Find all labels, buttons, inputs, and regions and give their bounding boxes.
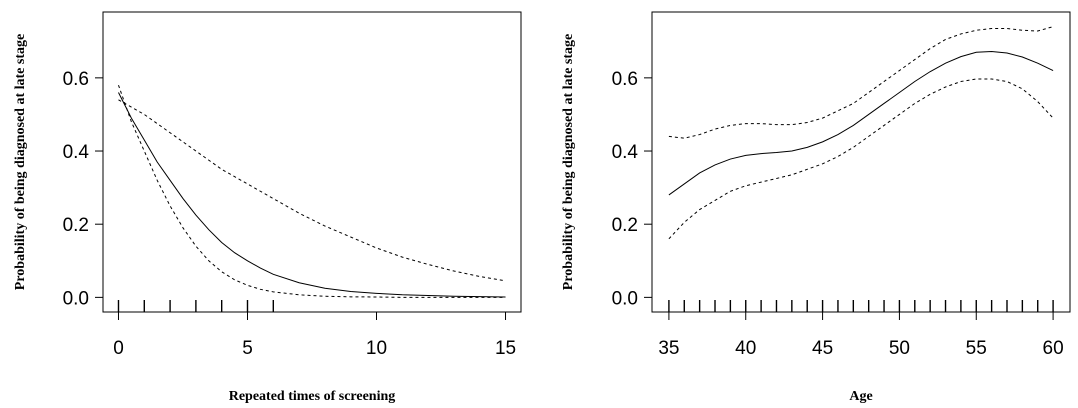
x-tick-label: 55 (966, 338, 987, 359)
confidence-band-line (118, 85, 506, 298)
fitted-line (118, 92, 506, 298)
fitted-line (668, 51, 1054, 196)
x-tick-label: 10 (366, 338, 387, 359)
x-tick-label: 15 (495, 338, 516, 359)
x-axis-title: Age (849, 389, 872, 404)
y-tick-label: 0.2 (63, 215, 89, 236)
x-tick-label: 60 (1043, 338, 1064, 359)
chart-panel-1: 0 5 10 15 0.0 0.2 0.4 0.6 Repeated times of scre… (13, 11, 522, 404)
chart-panel-2: 35 40 45 50 55 60 0.0 0.2 0.4 0.6 Age Probability o… (561, 11, 1071, 404)
y-tick-label: 0.2 (612, 215, 638, 236)
y-axis: 0.0 0.2 0.4 0.6 (63, 69, 104, 309)
x-axis: 35 40 45 50 55 60 (658, 311, 1064, 359)
y-tick-label: 0.6 (612, 69, 638, 90)
x-tick-label: 35 (658, 338, 679, 359)
y-axis: 0.0 0.2 0.4 0.6 (612, 69, 653, 309)
y-tick-label: 0.0 (63, 288, 89, 309)
rug (668, 300, 1054, 312)
y-axis-title: Probability of being diagnosed at late s… (561, 34, 576, 290)
x-tick-label: 45 (812, 338, 833, 359)
confidence-band-line (668, 26, 1054, 139)
y-axis-title: Probability of being diagnosed at late s… (13, 34, 28, 290)
rug (117, 300, 274, 312)
y-tick-label: 0.4 (63, 142, 90, 163)
x-tick-label: 40 (735, 338, 756, 359)
x-tick-label: 0 (113, 338, 124, 359)
plot-frame (651, 11, 1071, 313)
y-tick-label: 0.4 (612, 142, 639, 163)
x-axis: 0 5 10 15 (113, 311, 516, 359)
x-tick-label: 50 (889, 338, 910, 359)
x-tick-label: 5 (242, 338, 253, 359)
y-tick-label: 0.6 (63, 69, 89, 90)
y-tick-label: 0.0 (612, 288, 638, 309)
confidence-band-line (118, 99, 506, 282)
x-axis-title: Repeated times of screening (229, 389, 396, 404)
plot-frame (102, 11, 522, 313)
confidence-band-line (668, 78, 1054, 240)
